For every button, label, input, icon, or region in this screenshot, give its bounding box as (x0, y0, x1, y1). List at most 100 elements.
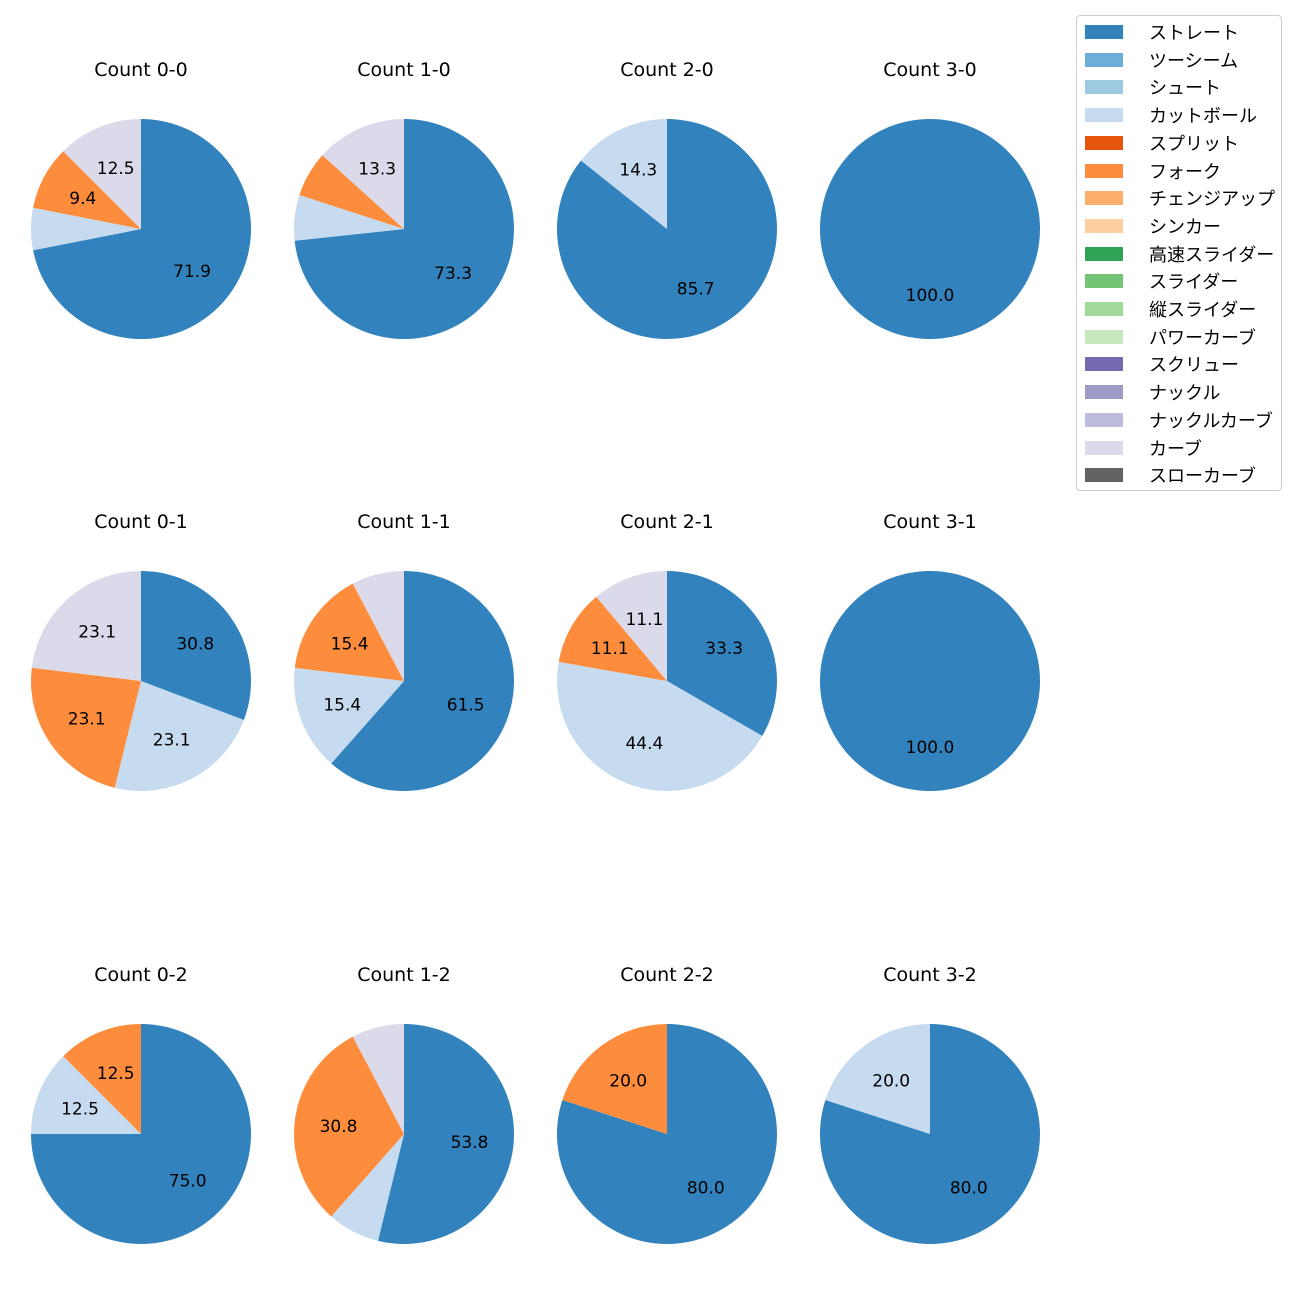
pie-title: Count 0-0 (94, 59, 188, 81)
slice-label: 9.4 (69, 189, 96, 209)
legend-label: シンカー (1149, 216, 1221, 238)
legend-swatch (1085, 302, 1123, 316)
pie-title: Count 1-2 (357, 964, 451, 986)
legend-swatch (1085, 135, 1123, 150)
pie-count-2-0: Count 2-0 85.7 14.3 (557, 59, 778, 339)
pie-slice (580, 118, 667, 229)
pie-slice (819, 1024, 1040, 1244)
legend-item: スプリット (1085, 132, 1239, 155)
slice-label: 11.1 (591, 639, 629, 659)
legend-swatch (1085, 163, 1123, 178)
legend-item: ツーシーム (1085, 49, 1239, 72)
pie-slice (293, 667, 404, 764)
pie-title: Count 3-1 (883, 511, 977, 533)
pie-count-1-0: Count 1-0 73.3 13.3 (294, 59, 515, 340)
pie-title: Count 2-0 (620, 59, 714, 81)
slice-label: 12.5 (61, 1100, 99, 1120)
pie-count-0-1: Count 0-1 30.8 23.1 23.1 23.1 (30, 511, 251, 791)
pie-slice (352, 571, 404, 681)
legend-item: フォーク (1085, 160, 1221, 183)
legend-label: ツーシーム (1149, 50, 1239, 72)
legend-swatch (1085, 385, 1123, 400)
pie-slice (294, 119, 515, 340)
slice-label: 20.0 (872, 1072, 910, 1092)
pie-count-3-0: Count 3-0 100.0 (820, 59, 1040, 339)
legend-label: 高速スライダー (1149, 244, 1275, 266)
legend-item: シュート (1085, 76, 1221, 99)
slice-label: 23.1 (153, 730, 191, 750)
legend-label: ストレート (1149, 23, 1239, 44)
pie-slice (299, 155, 404, 229)
pie-slice (31, 571, 141, 681)
legend-item: シンカー (1085, 215, 1221, 238)
slice-label: 23.1 (68, 710, 106, 730)
slice-label: 13.3 (358, 160, 396, 180)
chart-legend: ストレートツーシームシュートカットボール スプリットフォークチェンジアップ シンカー… (1076, 15, 1282, 491)
legend-label: カットボール (1149, 106, 1257, 128)
slice-label: 80.0 (950, 1178, 988, 1198)
slice-label: 53.8 (451, 1133, 489, 1153)
pie-count-1-1: Count 1-1 61.5 15.4 15.4 (293, 511, 515, 791)
slice-label: 12.5 (97, 1064, 135, 1084)
legend-label: スプリット (1149, 133, 1239, 155)
pie-title: Count 3-2 (883, 964, 977, 986)
pie-count-0-0: Count 0-0 71.9 9.412.5 (31, 59, 252, 339)
legend-label: スクリュー (1149, 355, 1239, 377)
legend-item: ストレート (1085, 21, 1239, 44)
slice-label: 11.1 (625, 610, 663, 630)
legend-item: ナックルカーブ (1085, 409, 1273, 432)
legend-item: ナックル (1085, 381, 1220, 404)
legend-label: パワーカーブ (1149, 327, 1256, 349)
pie-slice (377, 1024, 515, 1244)
pie-slice (556, 1024, 777, 1244)
pie-slice (331, 1134, 404, 1241)
legend-item: スクリュー (1085, 353, 1239, 377)
slice-label: 12.5 (97, 159, 135, 179)
legend-label: チェンジアップ (1149, 189, 1275, 211)
legend-item: スローカーブ (1085, 464, 1256, 488)
pie-slice (31, 207, 142, 251)
legend-swatch (1085, 80, 1123, 95)
pie-slice (63, 119, 141, 229)
pie-slice (331, 571, 515, 791)
pie-title: Count 3-0 (883, 59, 977, 81)
pie-count-2-1: Count 2-1 33.3 44.4 11.1 11.1 (556, 511, 777, 791)
pie-slice (63, 1024, 141, 1134)
slice-label: 14.3 (619, 161, 657, 181)
legend-label: カーブ (1149, 438, 1202, 460)
slice-label: 15.4 (331, 635, 369, 655)
slice-label: 73.3 (434, 264, 472, 284)
pie-slice (31, 1056, 141, 1134)
pie-title: Count 2-2 (620, 964, 714, 986)
pie-title: Count 0-2 (94, 964, 188, 986)
legend-item: 高速スライダー (1085, 243, 1275, 266)
legend-item: カーブ (1085, 437, 1202, 460)
slice-label: 33.3 (705, 639, 743, 659)
legend-item: カットボール (1085, 104, 1257, 128)
pie-slice (820, 119, 1040, 339)
pie-count-0-2: Count 0-2 75.0 12.5 12.5 (31, 964, 251, 1244)
legend-swatch (1085, 246, 1123, 261)
pie-slice (596, 571, 667, 681)
slice-label: 15.4 (323, 696, 361, 716)
slice-label: 23.1 (78, 623, 116, 643)
legend-item: スライダー (1085, 270, 1238, 293)
slice-label: 44.4 (625, 734, 663, 754)
pie-slice (558, 596, 667, 681)
pie-title: Count 1-1 (357, 511, 451, 533)
legend-swatch (1085, 468, 1123, 483)
pie-slice (557, 119, 778, 339)
slice-label: 100.0 (906, 286, 955, 306)
pie-slice (322, 119, 404, 229)
slice-label: 30.8 (320, 1117, 358, 1137)
legend-label: スローカーブ (1149, 466, 1256, 488)
slice-label: 71.9 (173, 262, 211, 282)
pie-title: Count 0-1 (94, 511, 188, 533)
pie-count-2-2: Count 2-2 80.0 20.0 (556, 964, 777, 1244)
pie-slice (293, 1036, 404, 1217)
pie-slice (352, 1024, 404, 1134)
legend-swatch (1085, 329, 1123, 344)
pie-title: Count 2-1 (620, 511, 714, 533)
pie-slice (30, 667, 142, 788)
